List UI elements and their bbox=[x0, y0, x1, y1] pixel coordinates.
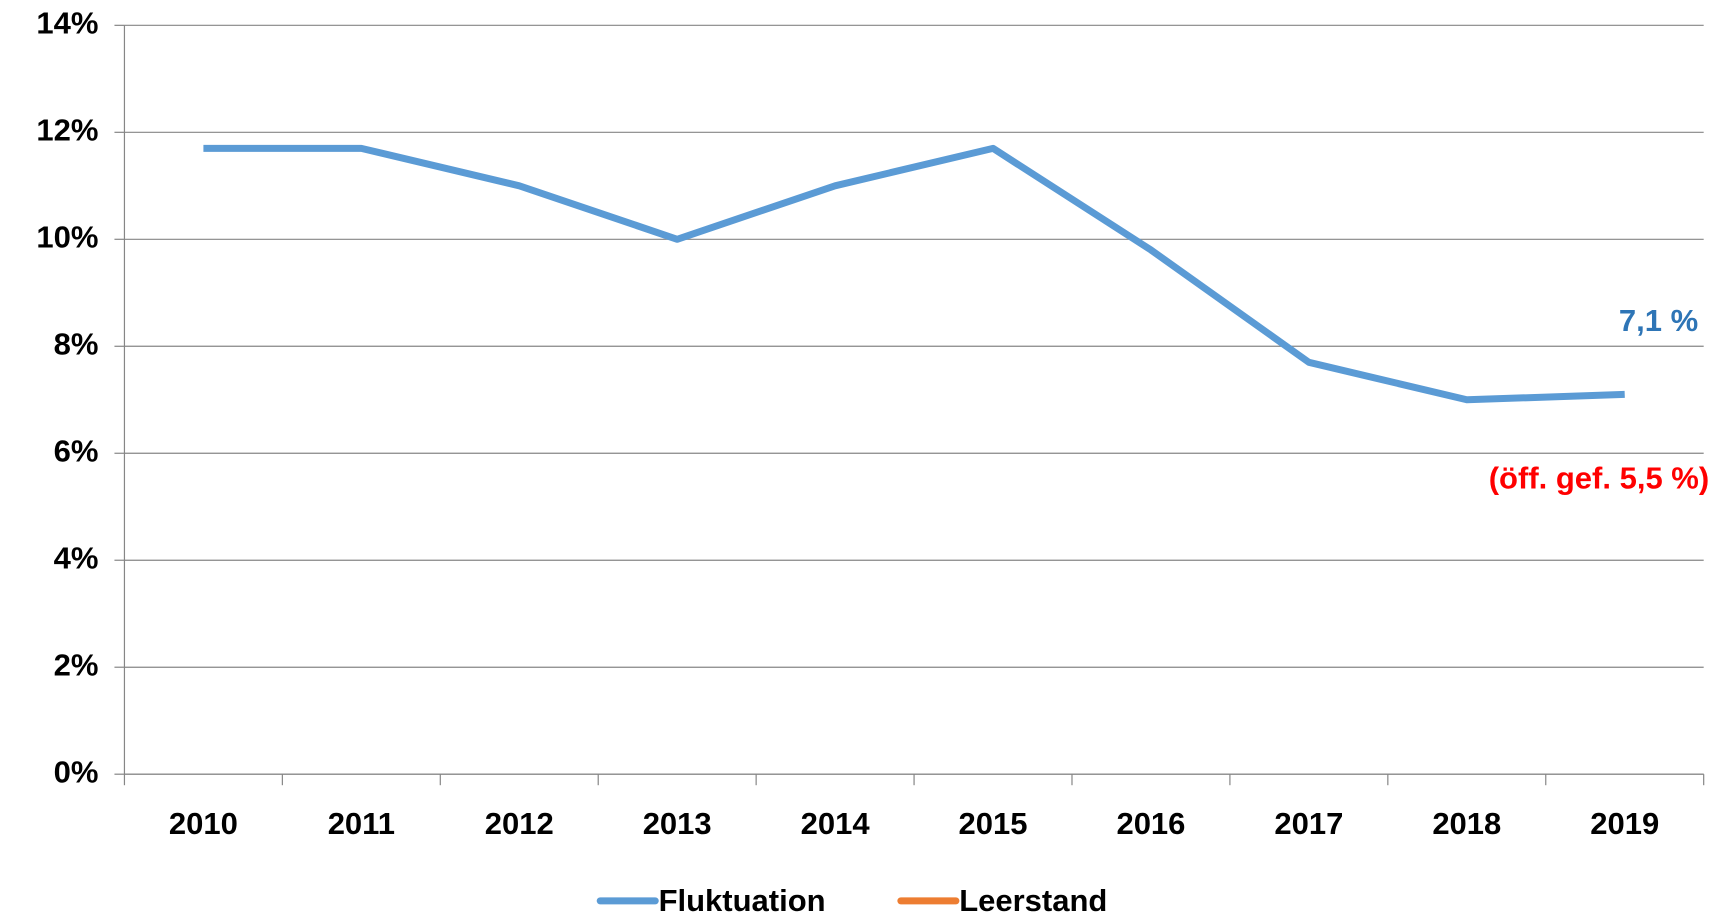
x-tick-label: 2015 bbox=[959, 806, 1028, 841]
x-tick-label: 2018 bbox=[1432, 806, 1501, 841]
y-tick-label: 0% bbox=[54, 754, 99, 789]
x-tick-label: 2013 bbox=[643, 806, 712, 841]
annotation: (öff. gef. 5,5 %) bbox=[1489, 460, 1709, 495]
legend-label: Leerstand bbox=[959, 883, 1107, 914]
data-label: 7,1 % bbox=[1619, 303, 1698, 338]
x-tick-label: 2017 bbox=[1274, 806, 1343, 841]
x-tick-label: 2012 bbox=[485, 806, 554, 841]
y-tick-label: 12% bbox=[36, 112, 98, 147]
x-tick-label: 2019 bbox=[1590, 806, 1659, 841]
x-tick-label: 2010 bbox=[169, 806, 238, 841]
legend-label: Fluktuation bbox=[659, 883, 826, 914]
y-tick-label: 10% bbox=[36, 219, 98, 254]
x-tick-label: 2014 bbox=[801, 806, 871, 841]
y-tick-label: 2% bbox=[54, 647, 99, 682]
x-tick-label: 2011 bbox=[328, 806, 395, 841]
y-tick-label: 8% bbox=[54, 326, 99, 361]
y-tick-label: 6% bbox=[54, 433, 99, 468]
y-tick-label: 4% bbox=[54, 540, 99, 575]
series-line bbox=[203, 144, 1625, 404]
y-tick-label: 14% bbox=[36, 6, 98, 41]
x-tick-label: 2016 bbox=[1116, 806, 1185, 841]
